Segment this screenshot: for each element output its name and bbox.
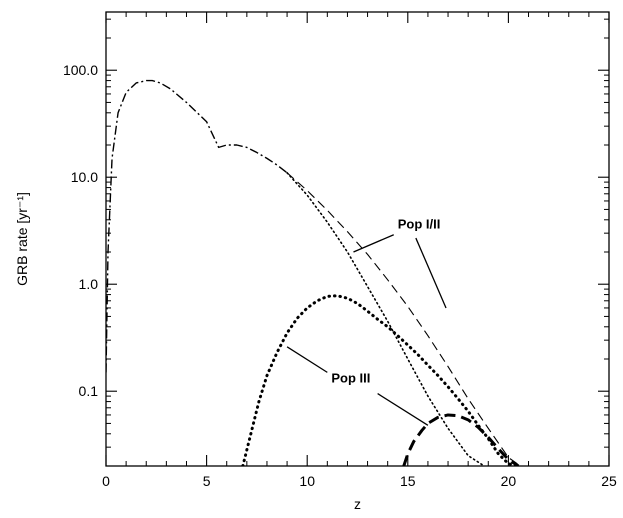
annotation-label: Pop I/II [398,217,441,232]
plot-frame [105,11,610,467]
annotation-pointer [415,237,447,309]
x-tick-label: 5 [203,473,211,489]
y-axis-title: GRB rate [yr⁻¹] [14,192,30,286]
x-axis-title: z [354,496,361,512]
series-line-dash-dot [106,79,288,373]
series-line-bold-dashed [402,413,520,466]
annotation-pointer [286,346,328,373]
y-tick-label: 100.0 [63,62,98,78]
x-tick-label: 0 [102,473,110,489]
x-tick-label: 10 [299,473,315,489]
y-tick-label: 10.0 [71,169,98,185]
series-line-dotted [286,171,486,466]
plot-layer: 0 5 10 15 20 25 0.1 1.0 10.0 100.0 z GRB rate [yr⁻¹… [14,11,617,512]
x-tick-label: 20 [501,473,517,489]
annotation-pointer [377,393,429,426]
series-line-dashed [286,172,521,466]
y-tick-label: 1.0 [79,276,99,292]
x-tick-label: 25 [601,473,617,489]
series-line-bold-dotted [241,294,520,466]
y-tick-label: 0.1 [79,383,99,399]
annotation-pointer [353,234,394,253]
annotation-label: Pop III [331,371,370,386]
x-tick-label: 15 [400,473,416,489]
